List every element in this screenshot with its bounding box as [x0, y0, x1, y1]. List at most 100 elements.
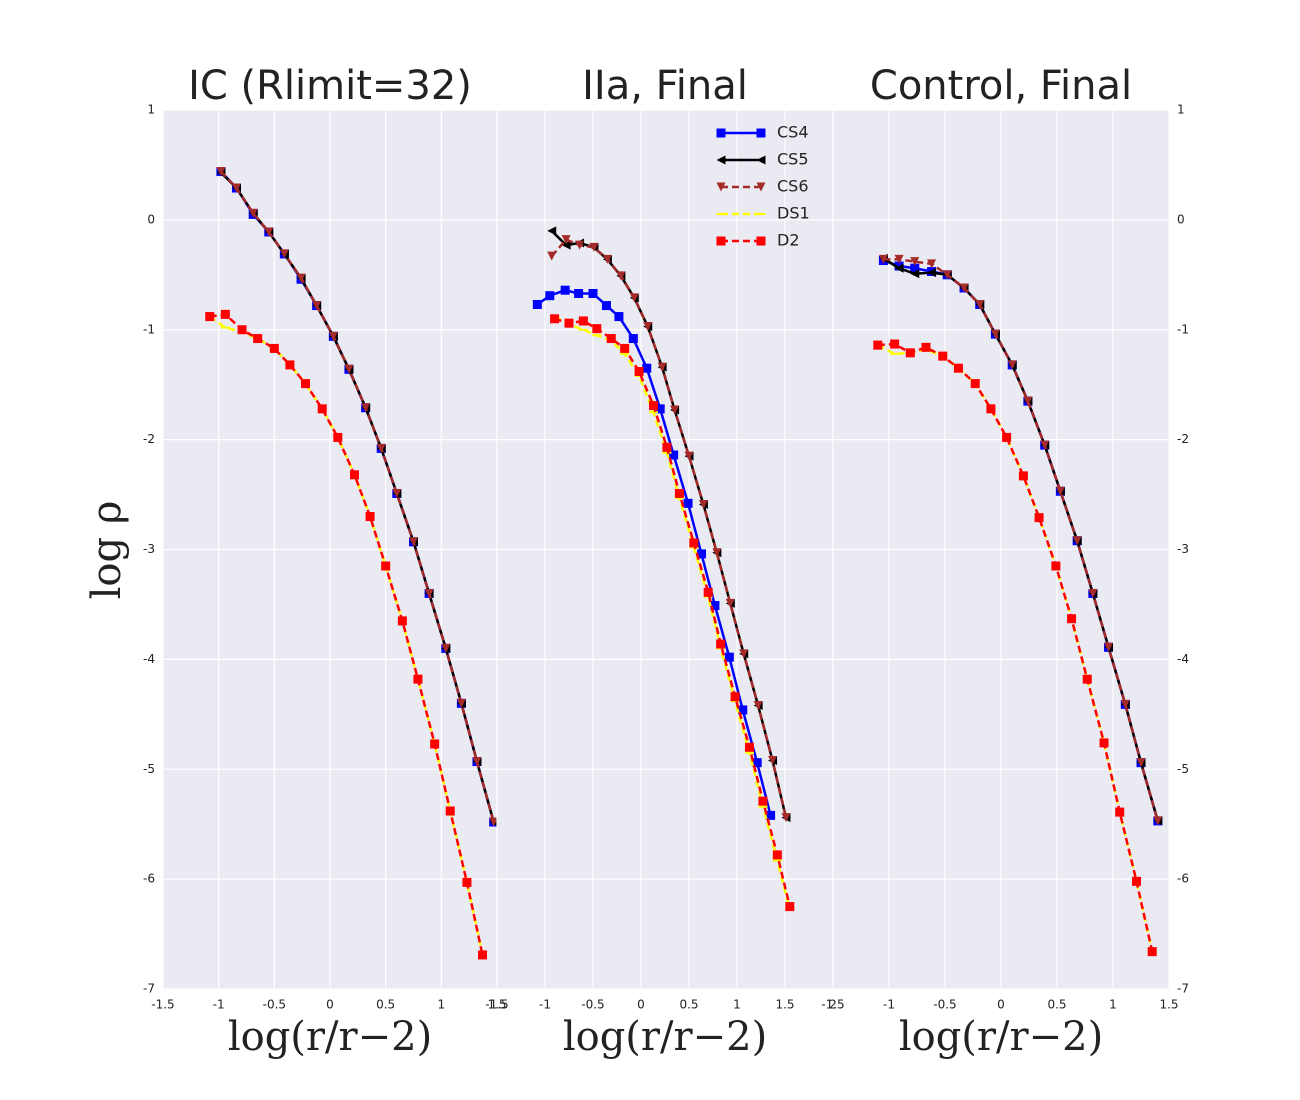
marker: [703, 587, 713, 597]
series: [216, 167, 499, 827]
x-tick-label: 2: [829, 998, 837, 1012]
x-tick-label: -1.5: [821, 998, 844, 1012]
x-tick-label: 1: [733, 998, 741, 1012]
x-tick-label: 1.5: [775, 998, 794, 1012]
marker: [1099, 738, 1109, 748]
marker: [231, 183, 241, 193]
marker: [781, 813, 791, 823]
marker: [698, 499, 708, 509]
x-tick-label: 0.5: [376, 998, 395, 1012]
marker: [1067, 614, 1077, 624]
marker: [724, 652, 734, 662]
marker: [629, 293, 639, 303]
marker: [910, 269, 920, 279]
y-tick-label: -4: [1177, 652, 1189, 666]
marker: [1023, 396, 1033, 406]
series-line: [883, 258, 1160, 822]
marker: [430, 739, 440, 749]
marker: [361, 403, 371, 413]
marker: [1034, 513, 1044, 523]
marker: [532, 299, 542, 309]
marker: [601, 301, 611, 311]
marker: [1136, 758, 1146, 768]
marker: [381, 561, 391, 571]
marker: [264, 227, 274, 237]
x-tick-label: 0.5: [679, 998, 698, 1012]
y-tick-label: -6: [1177, 872, 1189, 886]
marker: [986, 404, 996, 414]
marker: [1120, 699, 1130, 709]
legend-label: CS6: [777, 177, 809, 196]
marker: [328, 331, 338, 341]
marker: [772, 850, 782, 860]
y-tick-label: -6: [143, 872, 155, 886]
marker: [441, 643, 451, 653]
marker: [317, 404, 327, 414]
x-tick-label: 0: [637, 998, 645, 1012]
y-tick-label: 0: [147, 212, 155, 226]
marker: [878, 254, 888, 264]
x-axis-label: log(r/r−2): [228, 1014, 432, 1060]
marker: [472, 757, 482, 767]
y-tick-label: -3: [1177, 542, 1189, 556]
marker: [744, 742, 754, 752]
marker: [564, 318, 574, 328]
marker: [953, 363, 963, 373]
marker: [1132, 876, 1142, 886]
marker: [938, 351, 948, 361]
y-tick-label: -7: [143, 982, 155, 996]
marker: [716, 128, 726, 138]
x-axis-label: log(r/r−2): [899, 1014, 1103, 1060]
marker: [959, 283, 969, 293]
marker: [890, 339, 900, 349]
marker: [975, 299, 985, 309]
series-line: [554, 317, 792, 907]
y-tick-label: 1: [147, 103, 155, 117]
marker: [1147, 947, 1157, 957]
marker: [424, 588, 434, 598]
marker: [1104, 642, 1114, 652]
marker: [756, 182, 766, 192]
series-line: [554, 315, 792, 911]
y-tick-label: -1: [1177, 322, 1189, 336]
series-line: [219, 170, 495, 823]
marker: [628, 334, 638, 344]
marker: [970, 379, 980, 389]
chart-title: Control, Final: [870, 63, 1132, 109]
marker: [752, 758, 762, 768]
marker: [689, 538, 699, 548]
y-tick-label: -2: [143, 432, 155, 446]
marker: [674, 488, 684, 498]
marker: [279, 249, 289, 259]
marker: [634, 367, 644, 377]
marker: [397, 616, 407, 626]
marker: [550, 314, 560, 324]
marker: [445, 806, 455, 816]
marker: [1082, 674, 1092, 684]
marker: [312, 301, 322, 311]
marker: [738, 705, 748, 715]
marker: [730, 692, 740, 702]
marker: [739, 649, 749, 659]
marker: [657, 362, 667, 372]
x-tick-label: -1.5: [151, 998, 174, 1012]
marker: [927, 259, 937, 269]
marker: [349, 470, 359, 480]
marker: [710, 601, 720, 611]
marker: [561, 240, 571, 250]
x-tick-label: -1: [213, 998, 225, 1012]
marker: [910, 263, 920, 273]
x-tick-label: 0: [997, 998, 1005, 1012]
marker: [545, 291, 555, 301]
marker: [716, 236, 726, 246]
marker: [894, 263, 904, 273]
marker: [220, 309, 230, 319]
x-axis-label: log(r/r−2): [563, 1014, 767, 1060]
marker: [392, 488, 402, 498]
y-tick-label: -1: [143, 322, 155, 336]
marker: [753, 701, 763, 711]
marker: [1007, 360, 1017, 370]
marker: [1153, 816, 1163, 826]
marker: [669, 450, 679, 460]
